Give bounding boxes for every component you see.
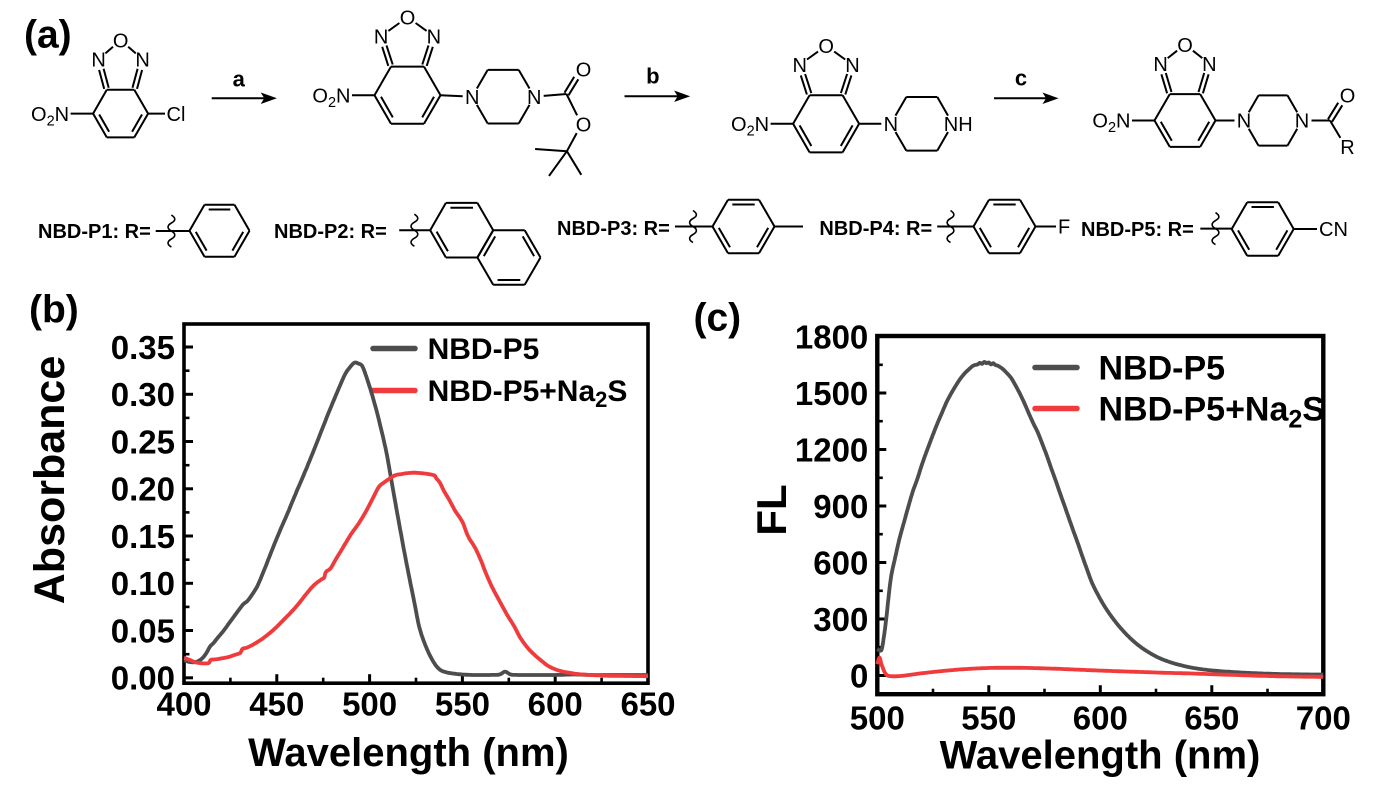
svg-text:O: O bbox=[1177, 35, 1193, 57]
svg-text:N: N bbox=[91, 50, 105, 72]
svg-text:(b): (b) bbox=[29, 289, 79, 332]
svg-text:0: 0 bbox=[850, 657, 868, 694]
svg-text:500: 500 bbox=[850, 700, 905, 737]
svg-text:N: N bbox=[427, 26, 441, 48]
svg-text:Cl: Cl bbox=[167, 104, 186, 126]
svg-text:R: R bbox=[1340, 137, 1354, 159]
svg-text:O2N: O2N bbox=[31, 104, 69, 130]
svg-text:NBD-P4: R=: NBD-P4: R= bbox=[819, 218, 932, 240]
svg-text:N: N bbox=[1295, 111, 1309, 133]
svg-text:Absorbance: Absorbance bbox=[26, 356, 74, 605]
svg-text:0.05: 0.05 bbox=[111, 612, 175, 649]
svg-text:FL: FL bbox=[748, 484, 795, 535]
svg-text:0.00: 0.00 bbox=[111, 660, 175, 697]
svg-text:b: b bbox=[646, 64, 659, 89]
svg-text:N: N bbox=[465, 87, 479, 109]
svg-text:O: O bbox=[400, 7, 416, 29]
svg-text:450: 450 bbox=[249, 686, 304, 723]
svg-text:0.15: 0.15 bbox=[111, 518, 175, 555]
svg-text:O2N: O2N bbox=[1092, 111, 1130, 137]
svg-text:0.25: 0.25 bbox=[111, 423, 175, 460]
svg-text:400: 400 bbox=[156, 686, 211, 723]
svg-text:550: 550 bbox=[435, 686, 490, 723]
svg-text:O: O bbox=[818, 36, 834, 58]
svg-text:NBD-P3: R=: NBD-P3: R= bbox=[557, 218, 670, 240]
svg-text:O: O bbox=[576, 115, 592, 137]
svg-text:CN: CN bbox=[1319, 219, 1348, 241]
svg-text:0.30: 0.30 bbox=[111, 376, 175, 413]
svg-text:600: 600 bbox=[813, 544, 868, 581]
svg-text:c: c bbox=[1015, 66, 1027, 91]
svg-text:500: 500 bbox=[342, 686, 397, 723]
svg-text:N: N bbox=[135, 50, 149, 72]
svg-text:650: 650 bbox=[620, 686, 675, 723]
svg-text:O: O bbox=[1340, 86, 1356, 108]
svg-text:Wavelength (nm): Wavelength (nm) bbox=[940, 734, 1261, 778]
svg-text:0.10: 0.10 bbox=[111, 565, 175, 602]
svg-text:F: F bbox=[1058, 217, 1070, 239]
svg-text:Wavelength (nm): Wavelength (nm) bbox=[248, 731, 569, 775]
svg-text:N: N bbox=[1202, 54, 1216, 76]
svg-text:N: N bbox=[792, 55, 806, 77]
svg-text:N: N bbox=[374, 26, 388, 48]
svg-text:N: N bbox=[1237, 111, 1251, 133]
svg-text:NBD-P5+Na2S: NBD-P5+Na2S bbox=[428, 375, 628, 412]
svg-text:0.35: 0.35 bbox=[111, 329, 175, 366]
svg-text:O: O bbox=[576, 60, 592, 82]
svg-text:N: N bbox=[527, 87, 541, 109]
svg-text:1200: 1200 bbox=[795, 431, 868, 468]
svg-text:600: 600 bbox=[1073, 700, 1128, 737]
svg-text:650: 650 bbox=[1184, 700, 1239, 737]
svg-text:700: 700 bbox=[1296, 700, 1351, 737]
svg-text:NH: NH bbox=[944, 114, 973, 136]
svg-text:(c): (c) bbox=[694, 297, 742, 340]
svg-text:1800: 1800 bbox=[795, 318, 868, 355]
svg-text:O: O bbox=[113, 31, 129, 53]
svg-text:1500: 1500 bbox=[795, 375, 868, 412]
svg-text:550: 550 bbox=[961, 700, 1016, 737]
svg-text:NBD-P5: NBD-P5 bbox=[1099, 350, 1226, 388]
svg-text:(a): (a) bbox=[24, 14, 72, 57]
svg-text:NBD-P5: NBD-P5 bbox=[428, 333, 540, 366]
svg-text:600: 600 bbox=[528, 686, 583, 723]
svg-text:900: 900 bbox=[813, 488, 868, 525]
svg-text:N: N bbox=[884, 114, 898, 136]
svg-text:O2N: O2N bbox=[731, 114, 769, 140]
svg-text:NBD-P2: R=: NBD-P2: R= bbox=[274, 221, 387, 243]
svg-text:NBD-P5: R=: NBD-P5: R= bbox=[1081, 219, 1194, 241]
svg-text:NBD-P1: R=: NBD-P1: R= bbox=[38, 221, 151, 243]
svg-text:O2N: O2N bbox=[312, 85, 350, 111]
svg-text:300: 300 bbox=[813, 601, 868, 638]
svg-text:N: N bbox=[1153, 54, 1167, 76]
svg-text:NBD-P5+Na2S: NBD-P5+Na2S bbox=[1099, 391, 1325, 434]
svg-text:a: a bbox=[233, 67, 246, 92]
svg-text:N: N bbox=[845, 55, 859, 77]
svg-text:0.20: 0.20 bbox=[111, 471, 175, 508]
